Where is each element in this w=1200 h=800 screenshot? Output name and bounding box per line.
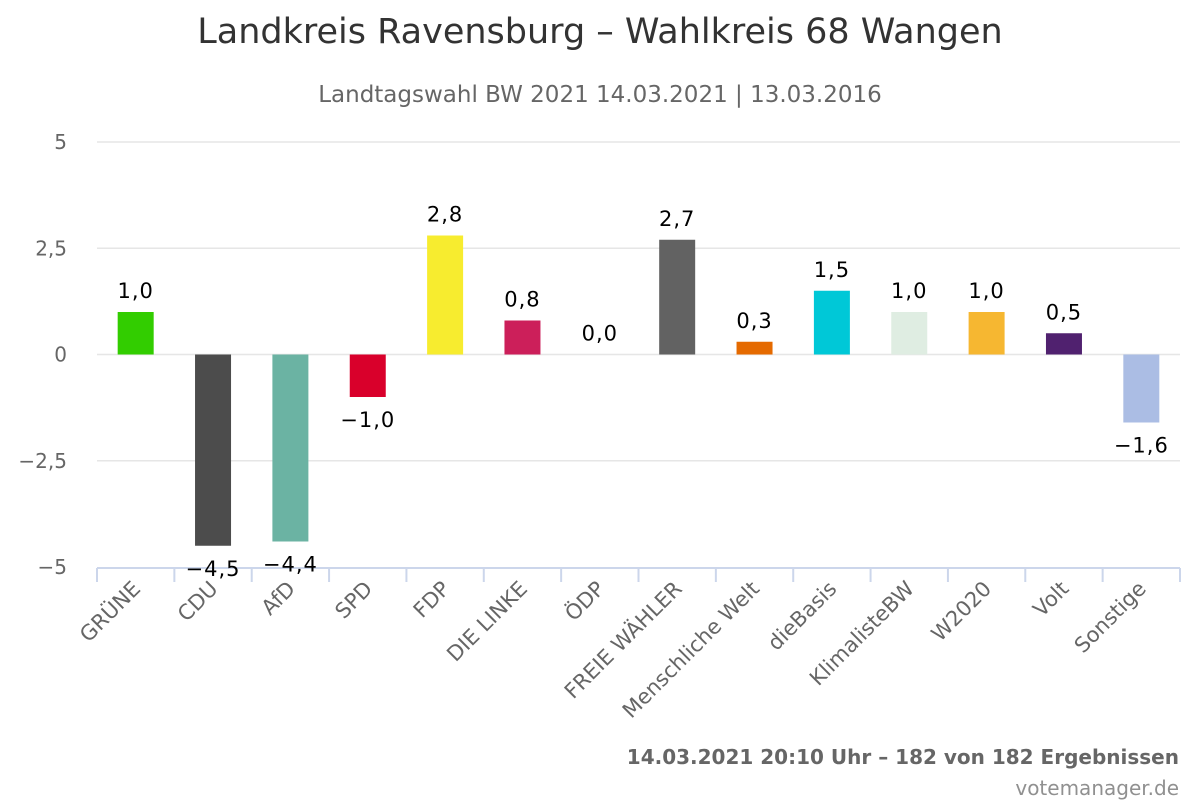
- category-label: FDP: [409, 577, 455, 623]
- data-label: 1,0: [891, 279, 927, 303]
- data-label: 0,8: [504, 288, 540, 312]
- data-label: 0,5: [1046, 300, 1082, 324]
- results-status: 14.03.2021 20:10 Uhr – 182 von 182 Ergeb…: [626, 745, 1179, 769]
- chart-title: Landkreis Ravensburg – Wahlkreis 68 Wang…: [197, 12, 1003, 52]
- bar: [117, 312, 154, 355]
- bar: [349, 354, 386, 397]
- bar: [272, 354, 309, 542]
- bar: [659, 239, 696, 355]
- data-label: −4,5: [186, 557, 241, 581]
- category-label: GRÜNE: [74, 576, 145, 647]
- data-label: 2,7: [659, 207, 695, 231]
- data-label: 1,0: [968, 279, 1004, 303]
- category-label: ÖDP: [560, 576, 610, 626]
- y-tick-label: −2,5: [18, 449, 67, 473]
- bar: [1123, 354, 1160, 423]
- category-label: AfD: [257, 577, 300, 620]
- y-tick-label: 5: [54, 130, 67, 154]
- data-label: 1,0: [117, 279, 153, 303]
- chart-subtitle: Landtagswahl BW 2021 14.03.2021 | 13.03.…: [318, 82, 882, 108]
- data-label: −1,0: [340, 408, 395, 432]
- bar: [736, 341, 773, 355]
- bar: [891, 312, 928, 355]
- category-label: CDU: [173, 577, 223, 627]
- y-tick-label: 2,5: [35, 236, 67, 260]
- data-label: 2,8: [427, 203, 463, 227]
- data-label: 0,0: [582, 322, 618, 346]
- category-label: Sonstige: [1070, 577, 1151, 658]
- category-label: Menschliche Welt: [618, 577, 764, 723]
- bar: [1045, 333, 1082, 355]
- y-tick-label: 0: [54, 343, 67, 367]
- bar: [427, 235, 464, 355]
- category-label: Volt: [1028, 577, 1073, 622]
- data-label: −4,4: [263, 553, 318, 577]
- category-label: SPD: [330, 577, 377, 624]
- data-label: −1,6: [1114, 434, 1169, 458]
- data-label: 0,3: [736, 309, 772, 333]
- data-label: 1,5: [814, 258, 850, 282]
- bar: [813, 290, 850, 355]
- source-credit[interactable]: votemanager.de: [1015, 776, 1179, 800]
- bar: [968, 312, 1005, 355]
- category-label: dieBasis: [763, 577, 842, 656]
- category-label: DIE LINKE: [442, 577, 532, 667]
- y-tick-label: −5: [38, 555, 67, 579]
- bar: [504, 320, 541, 355]
- category-label: W2020: [927, 577, 996, 646]
- bar: [195, 354, 232, 546]
